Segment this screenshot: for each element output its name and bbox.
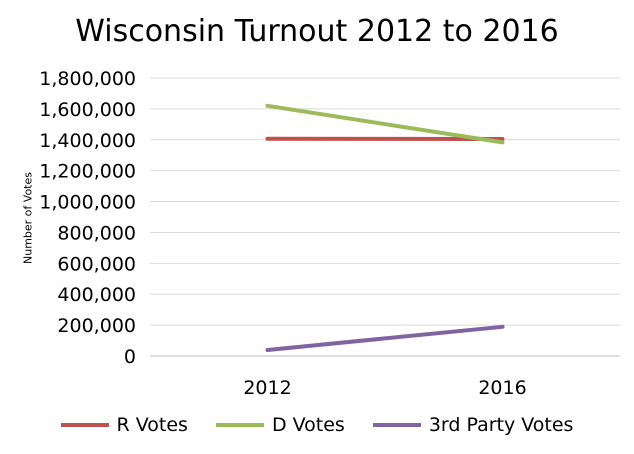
y-tick-label: 600,000 xyxy=(57,253,136,275)
legend-label: R Votes xyxy=(116,414,188,436)
legend-label: 3rd Party Votes xyxy=(428,414,574,436)
legend-swatch xyxy=(215,423,264,427)
chart-title: Wisconsin Turnout 2012 to 2016 xyxy=(75,14,559,49)
y-tick-label: 1,200,000 xyxy=(39,161,136,183)
series-line-3rd-party-votes xyxy=(265,324,505,352)
y-tick-label: 400,000 xyxy=(57,284,136,306)
y-tick-label: 1,000,000 xyxy=(39,192,136,214)
legend: R Votes D Votes 3rd Party Votes xyxy=(0,414,634,436)
legend-item: R Votes xyxy=(60,414,188,436)
x-tick-label: 2012 xyxy=(243,377,291,399)
y-tick-label: 1,800,000 xyxy=(39,68,136,90)
y-tick-label: 800,000 xyxy=(57,222,136,244)
y-tick-label: 1,600,000 xyxy=(39,99,136,121)
legend-item: D Votes xyxy=(215,414,345,436)
legend-item: 3rd Party Votes xyxy=(372,414,574,436)
series-line-d-votes xyxy=(265,103,505,145)
y-tick-label: 0 xyxy=(124,346,136,368)
y-tick-label: 1,400,000 xyxy=(39,130,136,152)
plot-area: 0 200,000 400,000 600,000 800,000 1,000,000 1,… xyxy=(39,68,620,399)
legend-swatch xyxy=(372,423,421,427)
legend-label: D Votes xyxy=(271,414,345,436)
legend-swatch xyxy=(60,423,109,427)
x-tick-label: 2016 xyxy=(478,377,526,399)
y-tick-label: 200,000 xyxy=(57,315,136,337)
